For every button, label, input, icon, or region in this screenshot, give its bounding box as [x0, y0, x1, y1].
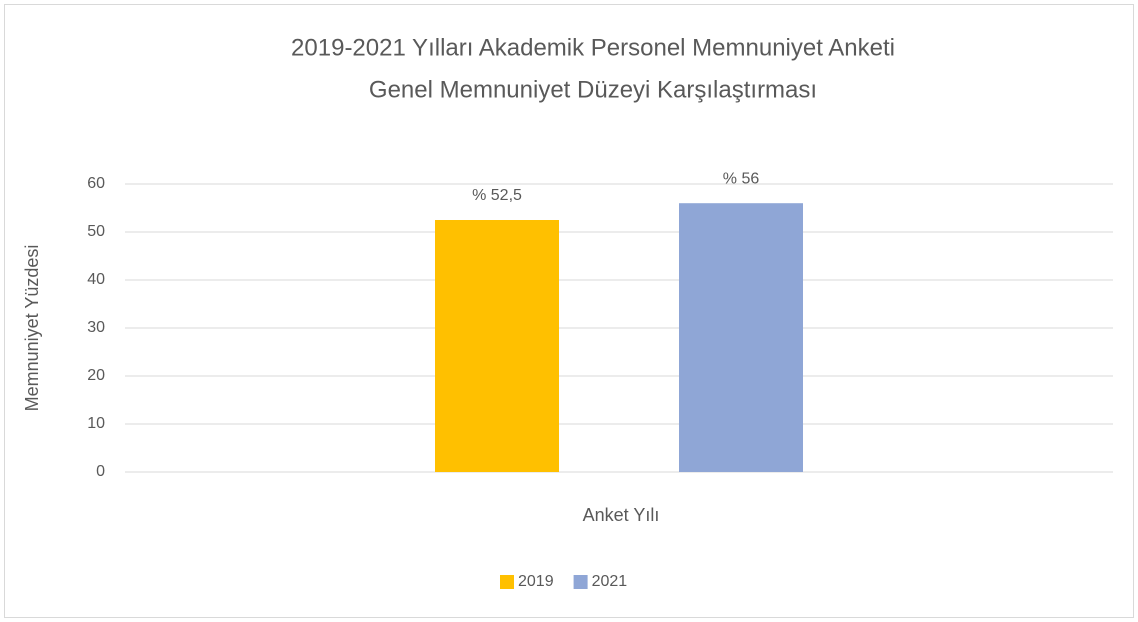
y-tick-label: 20	[87, 367, 105, 384]
y-tick-label: 50	[87, 223, 105, 240]
data-label: % 52,5	[472, 187, 522, 204]
y-axis-label: Memnuniyet Yüzdesi	[22, 245, 42, 412]
data-label: % 56	[723, 170, 760, 187]
y-tick-label: 0	[96, 463, 105, 480]
legend-label: 2021	[592, 573, 628, 590]
bar	[435, 220, 559, 472]
chart-title: 2019-2021 Yılları Akademik Personel Memn…	[291, 34, 895, 61]
y-tick-label: 10	[87, 415, 105, 432]
y-tick-label: 40	[87, 271, 105, 288]
x-axis-label: Anket Yılı	[583, 505, 660, 525]
legend-label: 2019	[518, 573, 554, 590]
chart-border	[4, 4, 1134, 618]
chart-subtitle: Genel Memnuniyet Düzeyi Karşılaştırması	[369, 76, 817, 103]
y-tick-label: 30	[87, 319, 105, 336]
bar	[679, 203, 803, 472]
legend-swatch	[573, 575, 588, 589]
legend-swatch	[500, 575, 514, 589]
y-tick-label: 60	[87, 175, 105, 192]
